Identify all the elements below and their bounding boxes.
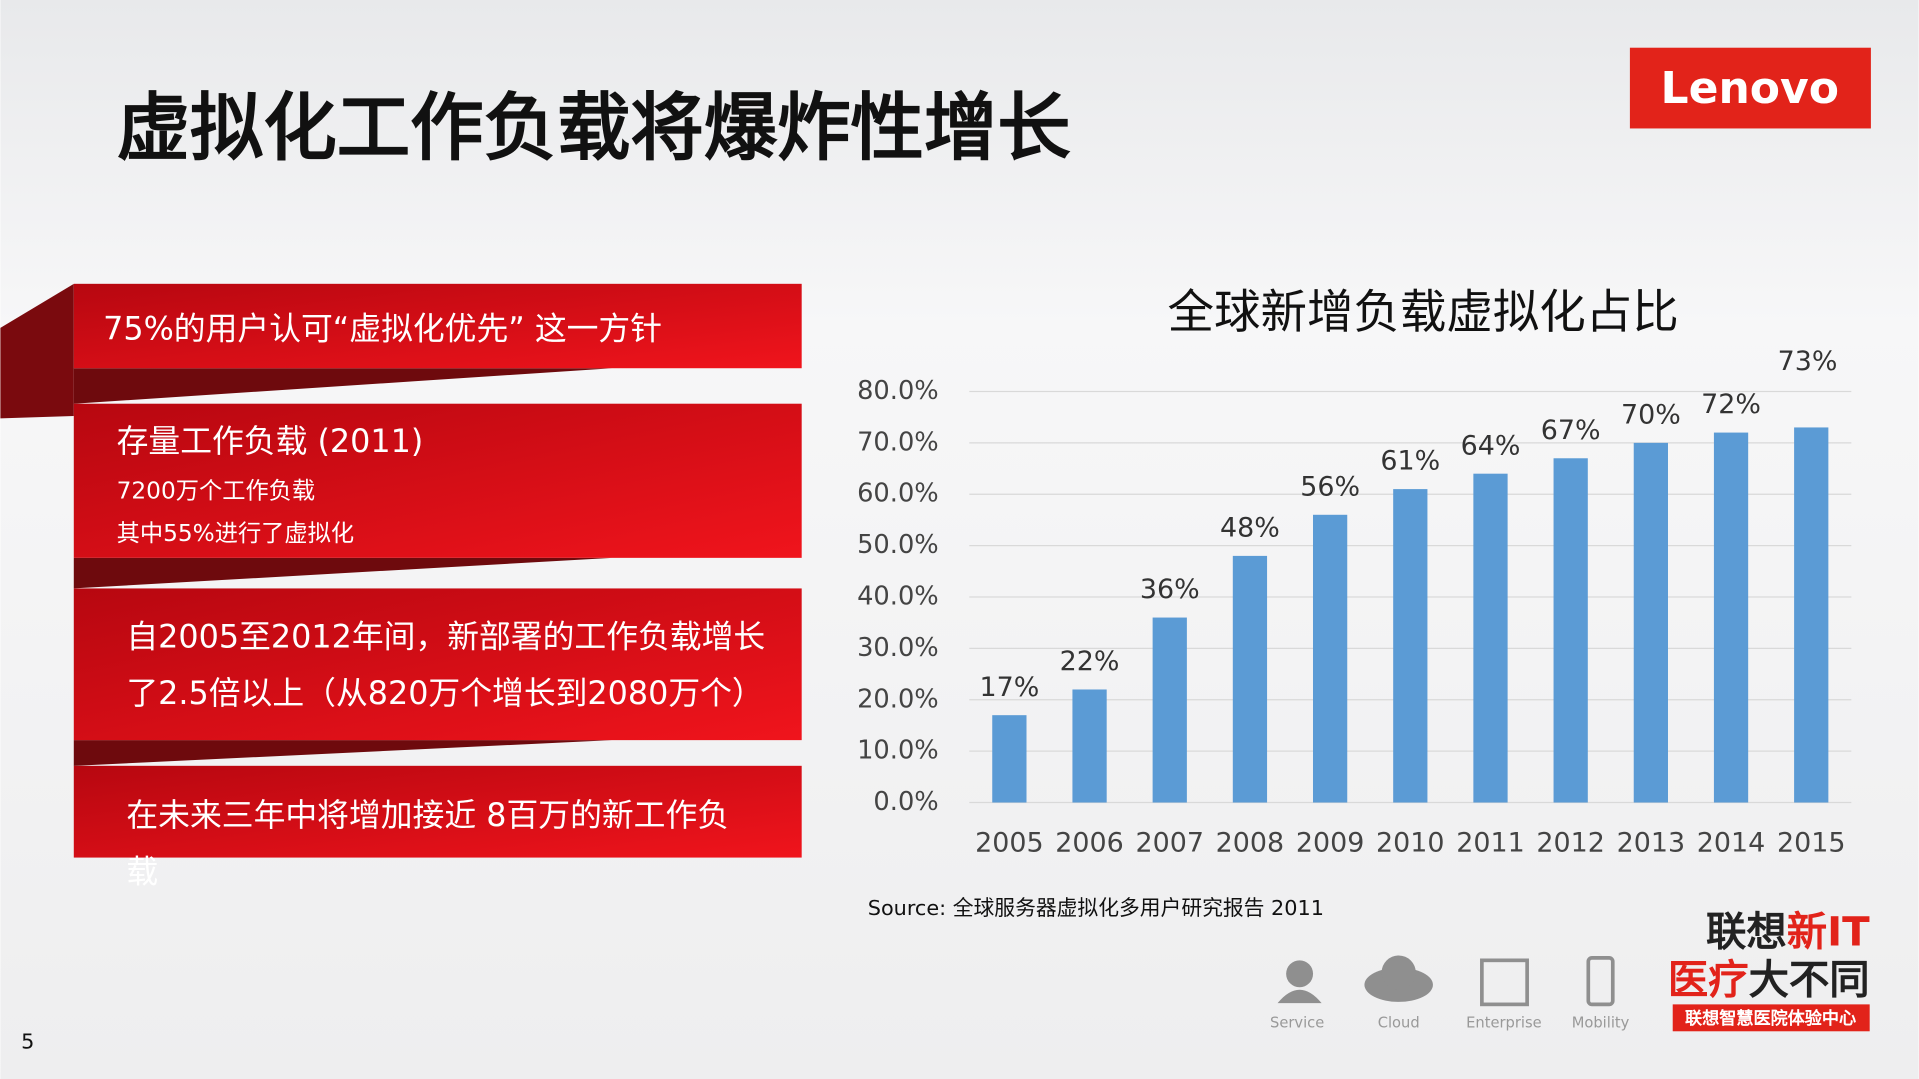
y-tick-label: 10.0% xyxy=(857,736,939,766)
bullet-text: 了2.5倍以上（从820万个增长到2080万个） xyxy=(126,675,763,712)
bar xyxy=(1232,555,1268,803)
page-number: 5 xyxy=(21,1029,34,1053)
y-tick-label: 80.0% xyxy=(857,376,939,406)
footer-icons: Service Cloud Enterprise Mobility xyxy=(1270,1015,1630,1032)
brand-text: 大不同 xyxy=(1749,956,1870,1003)
bullet-text: 其中55%进行了虚拟化 xyxy=(117,520,355,547)
value-label: 22% xyxy=(1060,646,1120,677)
logo: Lenovo xyxy=(1661,63,1839,114)
logo-box xyxy=(1629,47,1871,129)
brand-text: 新IT xyxy=(1787,909,1870,956)
bar xyxy=(1794,427,1829,803)
ribbons xyxy=(0,283,802,858)
value-label: 70% xyxy=(1621,399,1681,430)
bar xyxy=(1312,514,1348,803)
value-label: 17% xyxy=(979,672,1039,703)
x-tick-label: 2014 xyxy=(1697,828,1765,859)
x-tick-label: 2005 xyxy=(975,828,1043,859)
brand-line3: 联想智慧医院体验中心 xyxy=(1685,1008,1856,1029)
chart-title: 全球新增负载虚拟化占比 xyxy=(1168,285,1679,339)
bar xyxy=(1713,432,1749,803)
value-label: 73% xyxy=(1778,346,1838,377)
y-tick-label: 40.0% xyxy=(857,581,939,611)
x-tick-label: 2009 xyxy=(1296,828,1364,859)
footer-icon-shapes xyxy=(1277,955,1615,1007)
x-tick-label: 2012 xyxy=(1536,828,1604,859)
footer-icon-label: Enterprise xyxy=(1466,1015,1541,1032)
x-tick-label: 2011 xyxy=(1456,828,1524,859)
y-tick-label: 0.0% xyxy=(873,787,938,817)
value-label: 36% xyxy=(1140,574,1200,605)
bar xyxy=(1473,473,1508,803)
x-tick-label: 2010 xyxy=(1376,828,1444,859)
bar xyxy=(1072,689,1107,803)
bullet-text: 载 xyxy=(126,853,158,890)
y-tick-label: 20.0% xyxy=(857,684,939,714)
footer-icon-label: Service xyxy=(1270,1015,1324,1032)
bullet-text: 7200万个工作负载 xyxy=(117,477,316,504)
y-tick-label: 70.0% xyxy=(857,427,939,457)
bar xyxy=(1152,617,1187,803)
bullet-text: 75%的用户认可“虚拟化优先” 这一方针 xyxy=(103,310,662,347)
y-tick-label: 60.0% xyxy=(857,479,939,509)
bullet-text: 自2005至2012年间，新部署的工作负载增长 xyxy=(126,619,765,656)
bar xyxy=(992,715,1027,803)
bar xyxy=(1553,458,1588,803)
brand-text: 医疗 xyxy=(1668,956,1749,1003)
brand-box xyxy=(1672,1004,1870,1032)
x-tick-label: 2015 xyxy=(1777,828,1845,859)
value-label: 61% xyxy=(1380,446,1440,477)
footer-icon-label: Mobility xyxy=(1572,1015,1630,1032)
bar xyxy=(1393,489,1428,803)
y-tick-label: 30.0% xyxy=(857,633,939,663)
value-label: 56% xyxy=(1300,471,1360,502)
x-tick-label: 2013 xyxy=(1617,828,1685,859)
brand-line1: 联想新IT xyxy=(1706,909,1870,956)
value-label: 72% xyxy=(1701,389,1761,420)
chart: 0.0% 10.0% 20.0% 30.0% 40.0% 50.0% 60.0% 70.0% 8… xyxy=(857,346,1852,859)
x-tick-label: 2006 xyxy=(1055,828,1123,859)
brand-line2: 医疗大不同 xyxy=(1668,956,1870,1003)
x-tick-label: 2007 xyxy=(1136,828,1204,859)
slide-title: 虚拟化工作负载将爆炸性增长 xyxy=(117,86,1072,171)
bar xyxy=(1633,442,1668,803)
value-label: 48% xyxy=(1220,512,1280,543)
y-tick-label: 50.0% xyxy=(857,530,939,560)
footer-icon-label: Cloud xyxy=(1378,1015,1420,1032)
value-label: 67% xyxy=(1541,415,1601,446)
source: Source: 全球服务器虚拟化多用户研究报告 2011 xyxy=(868,896,1324,920)
brand-text: 联想 xyxy=(1706,909,1787,956)
value-label: 64% xyxy=(1461,430,1521,461)
bullet-text: 在未来三年中将增加接近 8百万的新工作负 xyxy=(126,797,729,834)
bullet-text: 存量工作负载 (2011) xyxy=(117,423,424,460)
x-tick-label: 2008 xyxy=(1216,828,1284,859)
